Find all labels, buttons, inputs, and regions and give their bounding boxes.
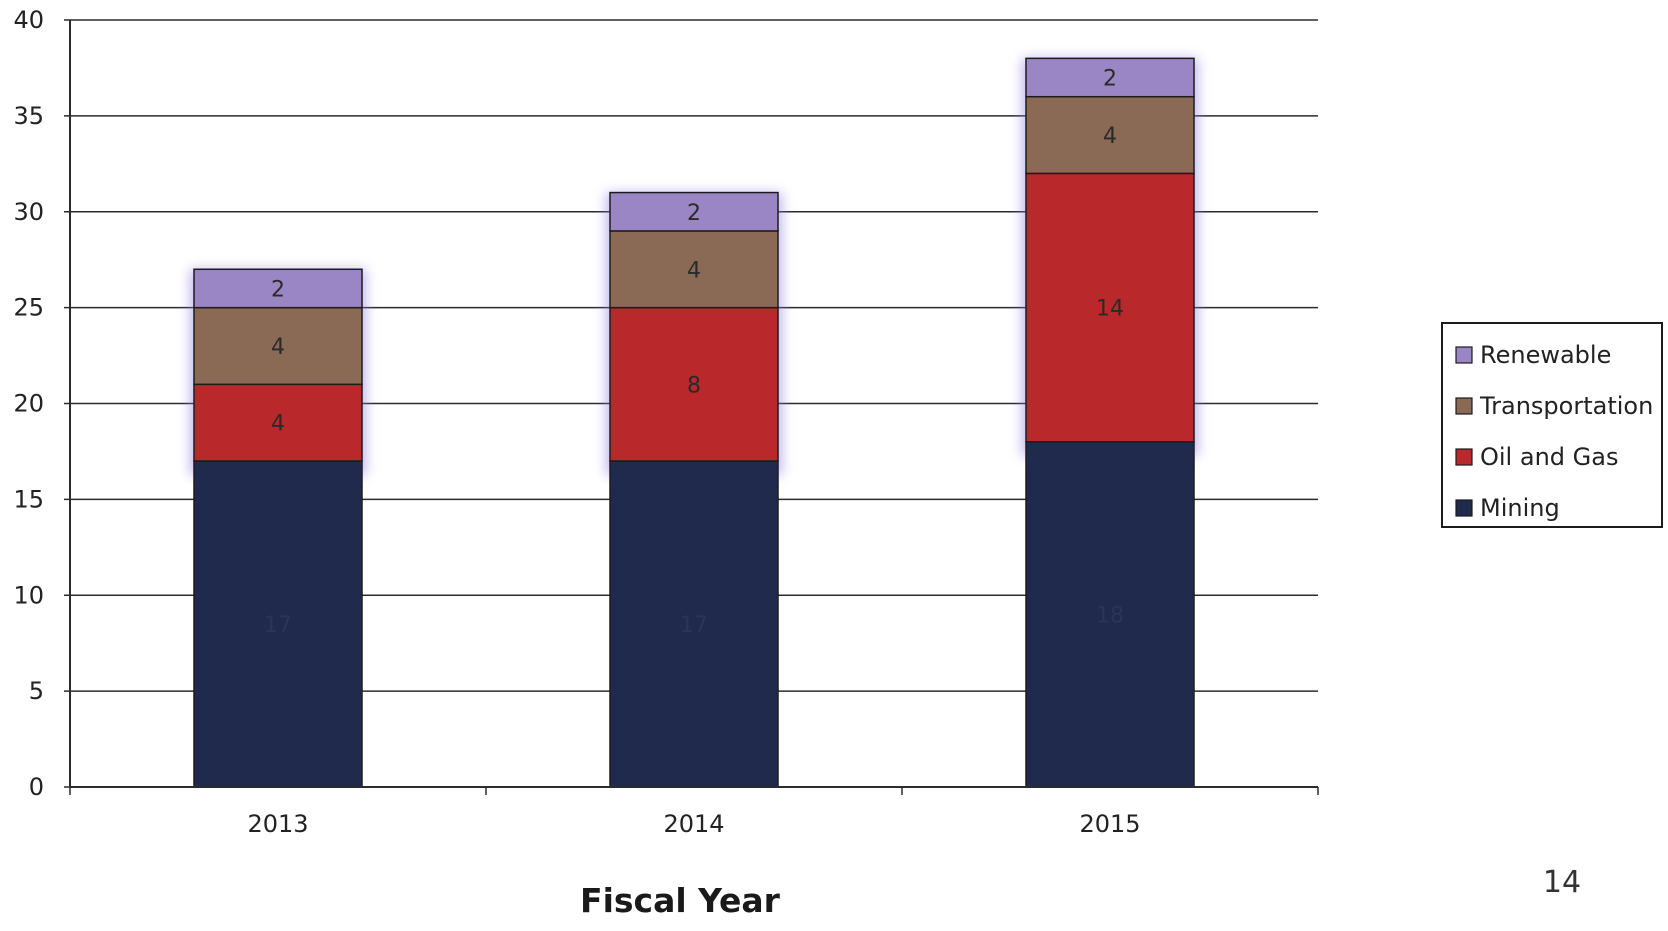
- data-label: 4: [271, 412, 285, 437]
- legend-swatch: [1456, 347, 1472, 363]
- page-number: 14: [1543, 865, 1581, 900]
- legend-entry: Mining: [1480, 494, 1560, 522]
- data-label: 2: [687, 201, 701, 226]
- legend-entry: Renewable: [1480, 341, 1611, 369]
- y-tick-label: 15: [13, 485, 44, 513]
- legend-entry: Transportation: [1479, 392, 1653, 420]
- data-label: 17: [680, 613, 708, 638]
- y-tick-label: 35: [13, 102, 44, 130]
- data-label: 8: [687, 373, 701, 398]
- y-tick-label: 30: [13, 198, 44, 226]
- y-tick-label: 25: [13, 294, 44, 322]
- data-label: 4: [271, 335, 285, 360]
- data-label: 2: [1103, 67, 1117, 92]
- x-tick-label: 2013: [247, 810, 308, 838]
- data-label: 14: [1096, 297, 1124, 322]
- y-tick-label: 10: [13, 581, 44, 609]
- x-tick-label: 2015: [1079, 810, 1140, 838]
- bars: [194, 58, 1194, 787]
- data-label: 17: [264, 613, 292, 638]
- data-label: 4: [687, 258, 701, 283]
- legend: Renewable Transportation Oil and Gas Mining: [1442, 323, 1662, 527]
- y-tick-label: 5: [29, 677, 44, 705]
- labels: 0 5 10 15 20 25 30 35 40 17 4 4 2 2013 17 8 4 2 2014 18 14 4 2…: [13, 6, 1140, 838]
- y-tick-label: 40: [13, 6, 44, 34]
- data-label: 2: [271, 277, 285, 302]
- legend-entry: Oil and Gas: [1480, 443, 1618, 471]
- y-tick-label: 0: [29, 773, 44, 801]
- x-axis-title: Fiscal Year: [580, 881, 781, 920]
- data-label: 18: [1096, 603, 1124, 628]
- legend-swatch: [1456, 449, 1472, 465]
- legend-swatch: [1456, 398, 1472, 414]
- data-label: 4: [1103, 124, 1117, 149]
- legend-swatch: [1456, 500, 1472, 516]
- x-tick-label: 2014: [663, 810, 724, 838]
- y-tick-label: 20: [13, 390, 44, 418]
